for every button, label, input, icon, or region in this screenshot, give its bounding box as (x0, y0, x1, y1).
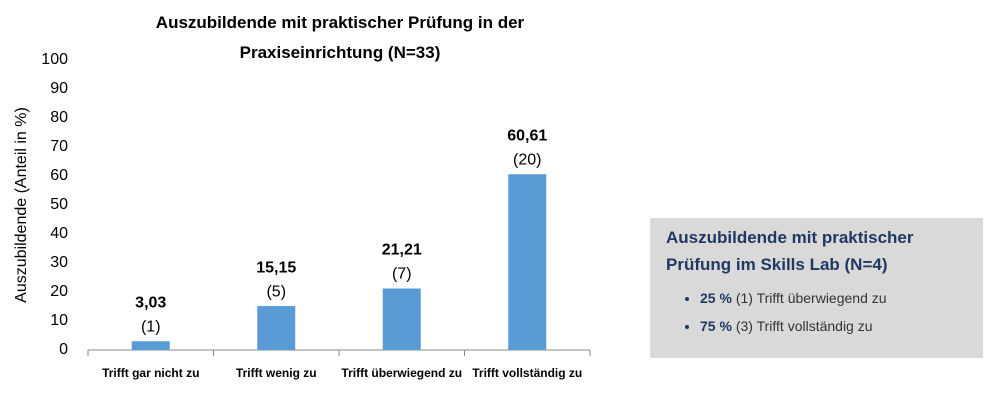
y-tick-label: 90 (50, 80, 68, 97)
percent: 25 % (700, 290, 732, 306)
count-label: (5) (266, 283, 286, 300)
count: (3) (735, 318, 753, 334)
y-tick-label: 70 (50, 138, 68, 155)
y-tick-label: 80 (50, 109, 68, 126)
value-label: 60,61 (507, 127, 547, 144)
bar (382, 288, 421, 350)
value-label: 15,15 (256, 259, 296, 276)
y-tick-label: 20 (50, 283, 68, 300)
item-text: Trifft vollständig zu (756, 318, 873, 334)
count-label: (20) (513, 151, 541, 168)
bar (257, 306, 296, 350)
item-text: Trifft überwiegend zu (756, 290, 887, 306)
bar (131, 341, 170, 350)
panel-item: 75 % (3) Trifft vollständig zu (700, 312, 967, 340)
value-label: 21,21 (382, 242, 422, 259)
y-tick-label: 40 (50, 225, 68, 242)
percent: 75 % (700, 318, 732, 334)
count-label: (7) (392, 266, 412, 283)
x-tick-label: Trifft überwiegend zu (341, 366, 463, 380)
panel-title: Auszubildende mit praktischer Prüfung im… (666, 228, 914, 274)
panel-list: 25 % (1) Trifft überwiegend zu 75 % (3) … (666, 284, 967, 340)
y-tick-label: 60 (50, 167, 68, 184)
panel-item: 25 % (1) Trifft überwiegend zu (700, 284, 967, 312)
x-tick-label: Trifft vollständig zu (472, 366, 583, 380)
y-tick-label: 50 (50, 196, 68, 213)
bar (508, 174, 547, 350)
x-tick-label: Trifft wenig zu (235, 366, 317, 380)
y-tick-label: 10 (50, 312, 68, 329)
x-tick-label: Trifft gar nicht zu (102, 366, 200, 380)
y-tick-label: 100 (41, 51, 68, 68)
value-label: 3,03 (135, 294, 166, 311)
info-panel: Auszubildende mit praktischer Prüfung im… (650, 218, 983, 358)
y-tick-label: 0 (59, 341, 68, 358)
count: (1) (735, 290, 753, 306)
count-label: (1) (141, 318, 161, 335)
chart-title: Auszubildende mit praktischer Prüfung in… (155, 13, 525, 62)
y-tick-label: 30 (50, 254, 68, 271)
y-axis-label: Auszubildende (Anteil in %) (13, 107, 30, 303)
